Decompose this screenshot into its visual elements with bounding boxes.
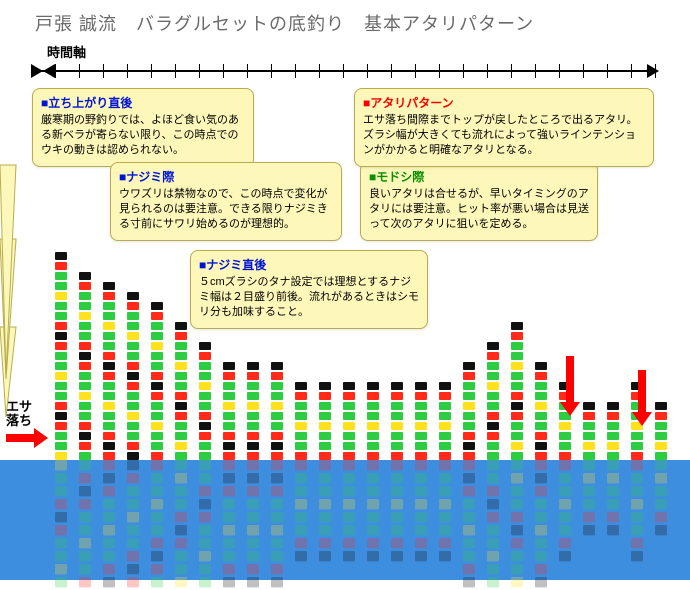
float-reflection: [79, 460, 91, 590]
float-indicator: [319, 382, 331, 460]
float-indicator: [295, 382, 307, 460]
float-indicator: [103, 282, 115, 460]
float-reflection: [151, 460, 163, 590]
callout-header: ■モドシ際: [369, 169, 589, 185]
float-reflection: [343, 460, 355, 564]
float-indicator: [655, 402, 667, 460]
float-indicator: [511, 322, 523, 460]
float-reflection: [463, 460, 475, 590]
float-indicator: [223, 362, 235, 460]
callout-c4: ■モドシ際良いアタリは合せるが、早いタイミングのアタリには要注意。ヒット率が悪い…: [360, 162, 598, 241]
callout-header: ■ナジミ直後: [199, 257, 419, 273]
float-reflection: [415, 460, 427, 564]
float-reflection: [607, 460, 619, 538]
float-indicator: [127, 292, 139, 460]
float-indicator: [175, 322, 187, 460]
callout-body: 良いアタリは合せるが、早いタイミングのアタリには要注意。ヒット率が悪い場合は見送…: [369, 187, 589, 232]
float-indicator: [367, 382, 379, 460]
callout-c5: ■アタリパターンエサ落ち間際までトップが戻したところで出るアタリ。ズラシ幅が大き…: [354, 88, 654, 167]
callout-header: ■立ち上がり直後: [41, 95, 245, 111]
float-reflection: [439, 460, 451, 564]
float-indicator: [247, 362, 259, 460]
float-reflection: [367, 460, 379, 564]
callout-c2: ■ナジミ際ウワズリは禁物なので、この時点で変化が見られるのは要注意。できる限りナ…: [110, 162, 342, 241]
float-reflection: [583, 460, 595, 538]
float-reflection: [631, 460, 643, 564]
callout-header: ■アタリパターン: [363, 95, 645, 111]
float-indicator: [535, 362, 547, 460]
float-reflection: [175, 460, 187, 590]
float-reflection: [271, 460, 283, 590]
float-indicator: [79, 272, 91, 460]
float-indicator: [199, 342, 211, 460]
float-reflection: [535, 460, 547, 590]
float-indicator: [463, 362, 475, 460]
callout-body: ウワズリは禁物なので、この時点で変化が見られるのは要注意。できる限りナジミきる寸…: [119, 187, 333, 232]
float-reflection: [559, 460, 571, 564]
callout-body: エサ落ち間際までトップが戻したところで出るアタリ。ズラシ幅が大きくても流れによっ…: [363, 113, 645, 158]
float-indicator: [151, 302, 163, 460]
float-indicator: [391, 382, 403, 460]
float-indicator: [343, 382, 355, 460]
float-reflection: [247, 460, 259, 590]
float-reflection: [391, 460, 403, 564]
float-reflection: [487, 460, 499, 590]
float-indicator: [55, 252, 67, 460]
float-indicator: [607, 402, 619, 460]
callout-c3: ■ナジミ直後 ５cmズラシのタナ設定では理想とするナジミ幅は２目盛り前後。流れがあ…: [190, 250, 428, 329]
float-reflection: [319, 460, 331, 564]
float-reflection: [223, 460, 235, 590]
float-reflection: [511, 460, 523, 590]
float-reflection: [55, 460, 67, 590]
callout-body: 厳寒期の野釣りでは、よほど食い気のある新ベラが寄らない限り、この時点でのウキの動…: [41, 113, 245, 158]
float-reflection: [127, 460, 139, 590]
float-reflection: [103, 460, 115, 590]
callout-body: ５cmズラシのタナ設定では理想とするナジミ幅は２目盛り前後。流れがあるときはシモ…: [199, 275, 419, 320]
callout-c1: ■立ち上がり直後厳寒期の野釣りでは、よほど食い気のある新ベラが寄らない限り、この…: [32, 88, 254, 167]
float-indicator: [439, 382, 451, 460]
float-reflection: [199, 460, 211, 590]
float-indicator: [583, 402, 595, 460]
float-reflection: [655, 460, 667, 538]
float-indicator: [415, 382, 427, 460]
float-indicator: [487, 342, 499, 460]
float-reflection: [295, 460, 307, 564]
callout-header: ■ナジミ際: [119, 169, 333, 185]
float-indicator: [271, 362, 283, 460]
